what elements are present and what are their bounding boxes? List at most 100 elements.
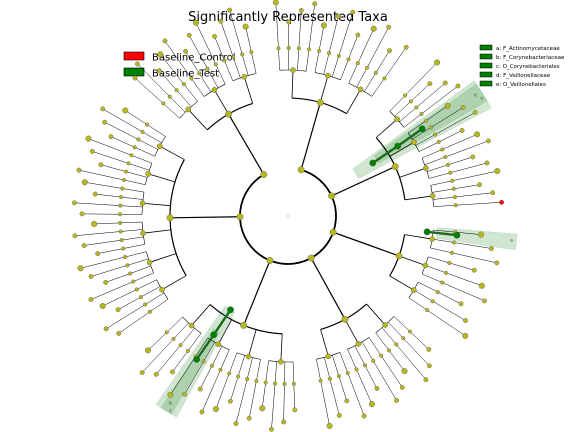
leaf-node [368,401,375,408]
cladogram-tree: a bc de [72,0,518,432]
clade-right-node [453,231,461,239]
leaf-node [370,25,377,32]
leaf-node [227,7,233,13]
leaf-node [92,191,98,197]
leaf-node [100,106,106,112]
leaf-node [115,307,121,313]
class-branch [398,255,426,266]
leaf-node [387,48,392,54]
leaf-node [427,81,433,87]
class-branch [319,75,329,103]
genus-node [123,255,128,260]
leaf-branch [91,258,149,277]
leaf-node [135,61,140,67]
genus-node [161,101,166,106]
leaf-branch [84,182,145,193]
leaf-branch [92,151,150,171]
family-node [357,86,364,93]
phylum-branch [310,257,346,320]
leaf-branch [275,2,280,71]
leaf-node [76,167,82,173]
leaf-node [399,384,405,390]
genus-node [134,287,139,292]
leaf-node [72,233,78,239]
leaf-branch [429,162,488,179]
family-node [215,341,222,348]
leaf-branch [340,34,359,80]
leaf-node [394,398,399,403]
genus-node [136,137,141,142]
genus-node [119,238,124,243]
leaf-branch [134,77,180,119]
leaf-branch [354,345,378,389]
class-branch [404,195,433,201]
class-branch [399,167,427,178]
class-branch [217,319,233,345]
genus-node [403,93,408,98]
family-node [185,106,192,113]
genus-node [236,374,241,379]
leaf-node [145,347,152,354]
class-branch [404,234,433,240]
leaf-node [122,107,129,114]
leaf-branch [104,121,159,150]
class-branch [191,304,211,326]
genus-node [138,295,143,300]
genus-node [450,178,455,183]
genus-node [382,76,387,81]
genus-node [147,309,152,314]
legend-label-test: Baseline_Test [152,69,219,80]
family-node [188,322,195,329]
leaf-node [320,22,327,29]
leaf-node [298,8,304,13]
leaf-branch [430,247,497,264]
leaf-branch [421,134,478,159]
leaf-node [361,413,367,419]
genus-node [327,376,332,381]
clade-upper-right-branch [396,127,423,148]
leaf-node [153,371,159,377]
class-node [240,321,248,329]
genus-node [336,374,341,379]
class-branch [148,173,176,183]
genus-node [121,178,126,183]
leaf-branch [102,279,157,307]
leaf-node [494,260,500,266]
genus-node [197,71,202,76]
leaf-node [102,119,108,125]
genus-node [213,62,218,67]
clade-right-node [423,228,431,236]
leaf-node [157,68,162,74]
leaf-node [442,80,448,86]
leaf-node [426,363,432,369]
family-node [145,171,152,177]
leaf-node [167,391,174,398]
clade-key-label-b: b: F_Corynebacteriaceae [496,55,565,61]
leaf-branch [425,265,482,286]
genus-node [440,280,445,285]
leaf-node [103,326,109,332]
leaf-node [212,405,219,412]
clade-key-label-d: d: F_Veillonellaceae [496,73,551,79]
clade-lower-left-node [193,355,201,363]
genus-node [120,186,125,191]
genus-node [432,132,437,137]
class-node [395,252,403,260]
leaf-node [489,246,494,251]
class-branch [243,76,254,104]
leaf-node [88,297,94,302]
leaf-node [403,44,409,50]
leaf-node [269,426,274,432]
genus-node [447,260,452,265]
clade-letter-e: e [480,97,483,102]
leaf-node [95,251,101,257]
class-branch [159,145,185,160]
clade-letter-a: a [510,238,513,243]
family-node [382,322,388,328]
phylum-branch [170,216,241,219]
genus-node [451,186,456,191]
phylum-node [297,166,305,174]
leaf-node [246,415,252,421]
leaf-node [139,370,145,375]
genus-node [140,129,145,134]
